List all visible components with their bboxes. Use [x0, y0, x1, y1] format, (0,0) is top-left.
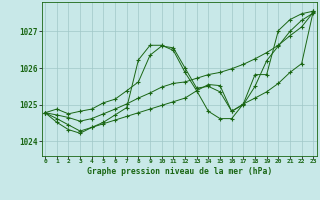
X-axis label: Graphe pression niveau de la mer (hPa): Graphe pression niveau de la mer (hPa) [87, 167, 272, 176]
